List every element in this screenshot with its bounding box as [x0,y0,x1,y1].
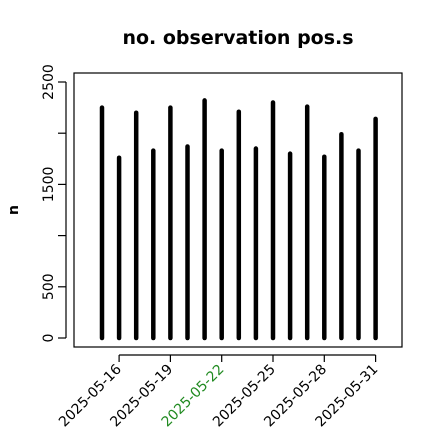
y-tick-label: 0 [41,334,57,343]
chart-title: no. observation pos.s [122,27,353,49]
y-tick-label: 500 [41,273,57,300]
y-tick-label: 1500 [41,167,57,203]
y-axis: 0 500 1500 2500 [41,64,67,343]
y-axis-label: n [6,205,22,215]
bars [99,98,378,341]
y-tick-label: 2500 [41,64,57,100]
x-axis: 2025-05-162025-05-192025-05-222025-05-25… [56,354,381,430]
plot-frame [73,72,403,348]
